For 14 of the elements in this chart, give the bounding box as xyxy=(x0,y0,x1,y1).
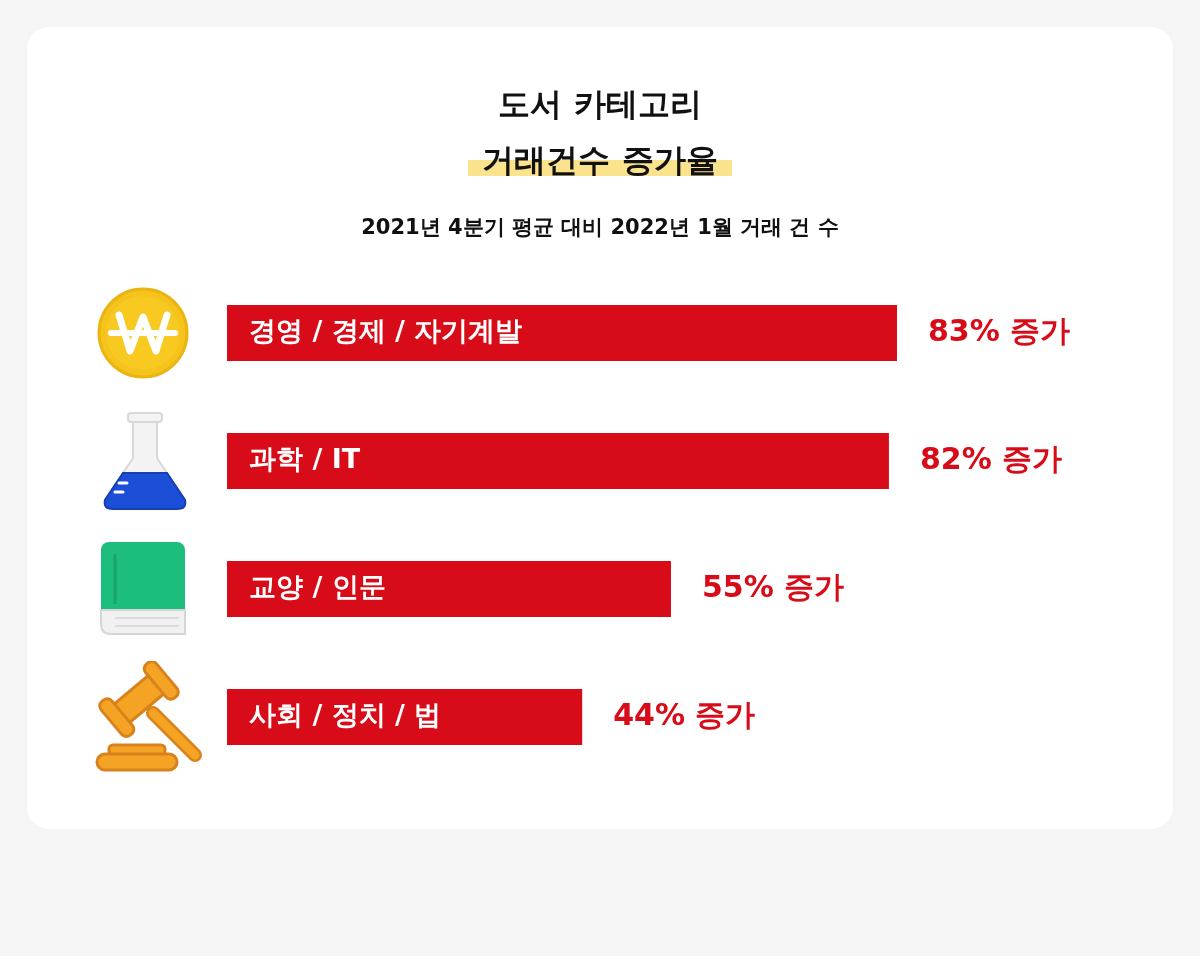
chart-title: 도서 카테고리 거래건수 증가율 xyxy=(481,85,719,179)
data-label: 83% 증가 xyxy=(928,312,1071,348)
data-label: 55% 증가 xyxy=(701,568,845,604)
data-label: 82% 증가 xyxy=(919,440,1063,476)
bar xyxy=(227,689,583,745)
y-tick-label: 과학 / IT xyxy=(249,443,361,475)
chart-subtitle: 2021년 4분기 평균 대비 2022년 1월 거래 건 수 xyxy=(361,215,839,239)
y-tick-label: 사회 / 정치 / 법 xyxy=(249,699,442,731)
bar xyxy=(227,561,671,617)
y-tick-label: 교양 / 인문 xyxy=(249,571,386,603)
bar xyxy=(227,305,897,361)
data-label: 44% 증가 xyxy=(613,696,756,732)
bar xyxy=(227,433,889,489)
y-tick-label: 경영 / 경제 / 자기계발 xyxy=(249,315,523,347)
